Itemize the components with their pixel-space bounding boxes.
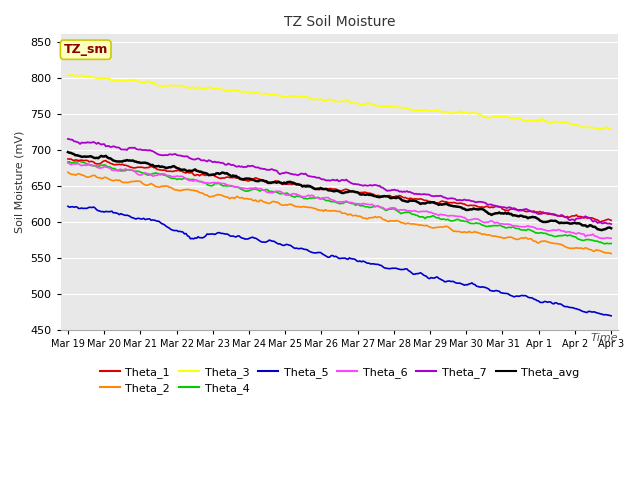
Theta_2 [253,199,261,204]
Theta_4 [601,241,609,247]
Theta_7 [244,163,252,168]
Theta_avg [244,176,252,181]
Y-axis label: Soil Moisture (mV): Soil Moisture (mV) [15,131,25,233]
Theta_avg [577,221,585,227]
Theta_7 [131,144,138,150]
Legend: Theta_1, Theta_2, Theta_3, Theta_4, Theta_5, Theta_6, Theta_7, Theta_avg: Theta_1, Theta_2, Theta_3, Theta_4, Thet… [95,362,584,398]
Theta_avg [64,149,72,155]
Line: Theta_6: Theta_6 [68,163,611,239]
Theta_avg [607,226,615,231]
Theta_3 [68,72,76,78]
Theta_1 [253,176,261,181]
Line: Theta_avg: Theta_avg [68,152,611,230]
Theta_2 [131,179,138,184]
Theta_6 [600,236,607,241]
Theta_2 [301,204,309,210]
Theta_7 [577,216,585,221]
Line: Theta_7: Theta_7 [68,139,611,224]
Theta_avg [131,158,138,164]
Theta_1 [577,214,585,219]
Theta_4 [303,196,311,202]
Title: TZ Soil Moisture: TZ Soil Moisture [284,15,396,29]
Theta_1 [244,178,252,184]
Theta_5 [301,247,309,252]
Line: Theta_1: Theta_1 [68,159,611,222]
Theta_avg [226,172,234,178]
Theta_avg [253,178,261,184]
Theta_5 [244,236,252,242]
Theta_3 [246,89,253,95]
Theta_3 [64,72,72,78]
Theta_3 [255,91,262,96]
Theta_7 [64,136,72,142]
Theta_6 [253,185,261,191]
Theta_1 [131,165,138,171]
Text: TZ_sm: TZ_sm [63,43,108,56]
Line: Theta_4: Theta_4 [68,161,611,244]
Theta_6 [244,186,252,192]
Theta_5 [64,204,72,209]
Theta_avg [301,183,309,189]
Theta_1 [226,175,234,180]
Theta_1 [607,217,615,223]
Theta_6 [131,168,138,174]
Theta_6 [64,160,72,166]
Theta_5 [577,308,585,313]
Theta_3 [596,127,604,132]
Theta_6 [577,231,585,237]
Theta_4 [579,238,586,243]
Theta_3 [132,77,140,83]
Theta_5 [253,236,261,242]
Theta_2 [244,196,252,202]
Text: Time: Time [591,333,618,343]
Theta_7 [226,161,234,167]
Theta_3 [303,94,311,100]
Theta_3 [607,126,615,132]
Theta_7 [607,221,615,227]
Line: Theta_5: Theta_5 [68,206,611,316]
Theta_6 [607,235,615,241]
Theta_4 [228,183,236,189]
Theta_4 [75,158,83,164]
Theta_4 [607,240,615,246]
Theta_3 [579,124,586,130]
Theta_2 [64,169,72,175]
Theta_2 [226,196,234,202]
Theta_4 [255,187,262,193]
Theta_1 [64,156,72,162]
Theta_7 [301,171,309,177]
Theta_2 [607,251,615,256]
Theta_5 [607,313,615,319]
Theta_6 [226,182,234,188]
Theta_3 [228,87,236,93]
Theta_6 [301,194,309,200]
Theta_2 [577,245,585,251]
Line: Theta_3: Theta_3 [68,75,611,130]
Theta_1 [596,219,604,225]
Line: Theta_2: Theta_2 [68,172,611,253]
Theta_4 [64,159,72,165]
Theta_4 [246,188,253,193]
Theta_5 [226,233,234,239]
Theta_avg [598,227,606,233]
Theta_1 [301,184,309,190]
Theta_7 [253,165,261,170]
Theta_5 [131,216,138,221]
Theta_4 [132,168,140,174]
